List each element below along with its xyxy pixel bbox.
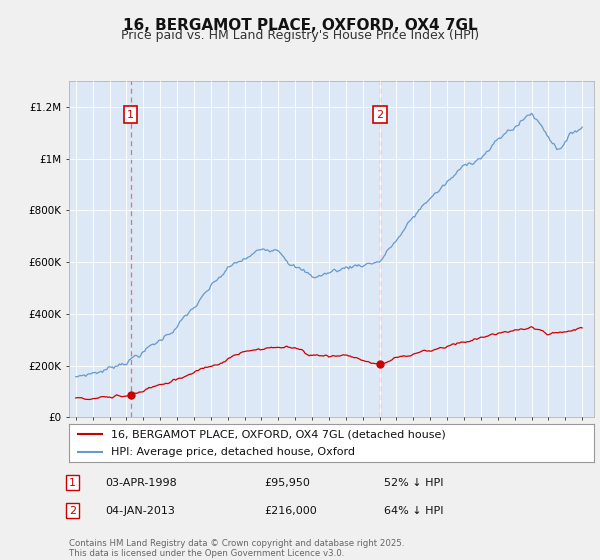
Text: 2: 2 (376, 110, 383, 120)
Text: 1: 1 (127, 110, 134, 120)
Text: 16, BERGAMOT PLACE, OXFORD, OX4 7GL: 16, BERGAMOT PLACE, OXFORD, OX4 7GL (122, 18, 478, 33)
Text: 52% ↓ HPI: 52% ↓ HPI (384, 478, 443, 488)
Text: 16, BERGAMOT PLACE, OXFORD, OX4 7GL (detached house): 16, BERGAMOT PLACE, OXFORD, OX4 7GL (det… (111, 429, 446, 439)
Text: 2: 2 (69, 506, 76, 516)
Text: £216,000: £216,000 (264, 506, 317, 516)
Text: Price paid vs. HM Land Registry's House Price Index (HPI): Price paid vs. HM Land Registry's House … (121, 29, 479, 42)
Text: £95,950: £95,950 (264, 478, 310, 488)
Text: Contains HM Land Registry data © Crown copyright and database right 2025.
This d: Contains HM Land Registry data © Crown c… (69, 539, 404, 558)
Text: 03-APR-1998: 03-APR-1998 (105, 478, 177, 488)
Text: 04-JAN-2013: 04-JAN-2013 (105, 506, 175, 516)
Text: 1: 1 (69, 478, 76, 488)
Text: HPI: Average price, detached house, Oxford: HPI: Average price, detached house, Oxfo… (111, 447, 355, 457)
Text: 64% ↓ HPI: 64% ↓ HPI (384, 506, 443, 516)
